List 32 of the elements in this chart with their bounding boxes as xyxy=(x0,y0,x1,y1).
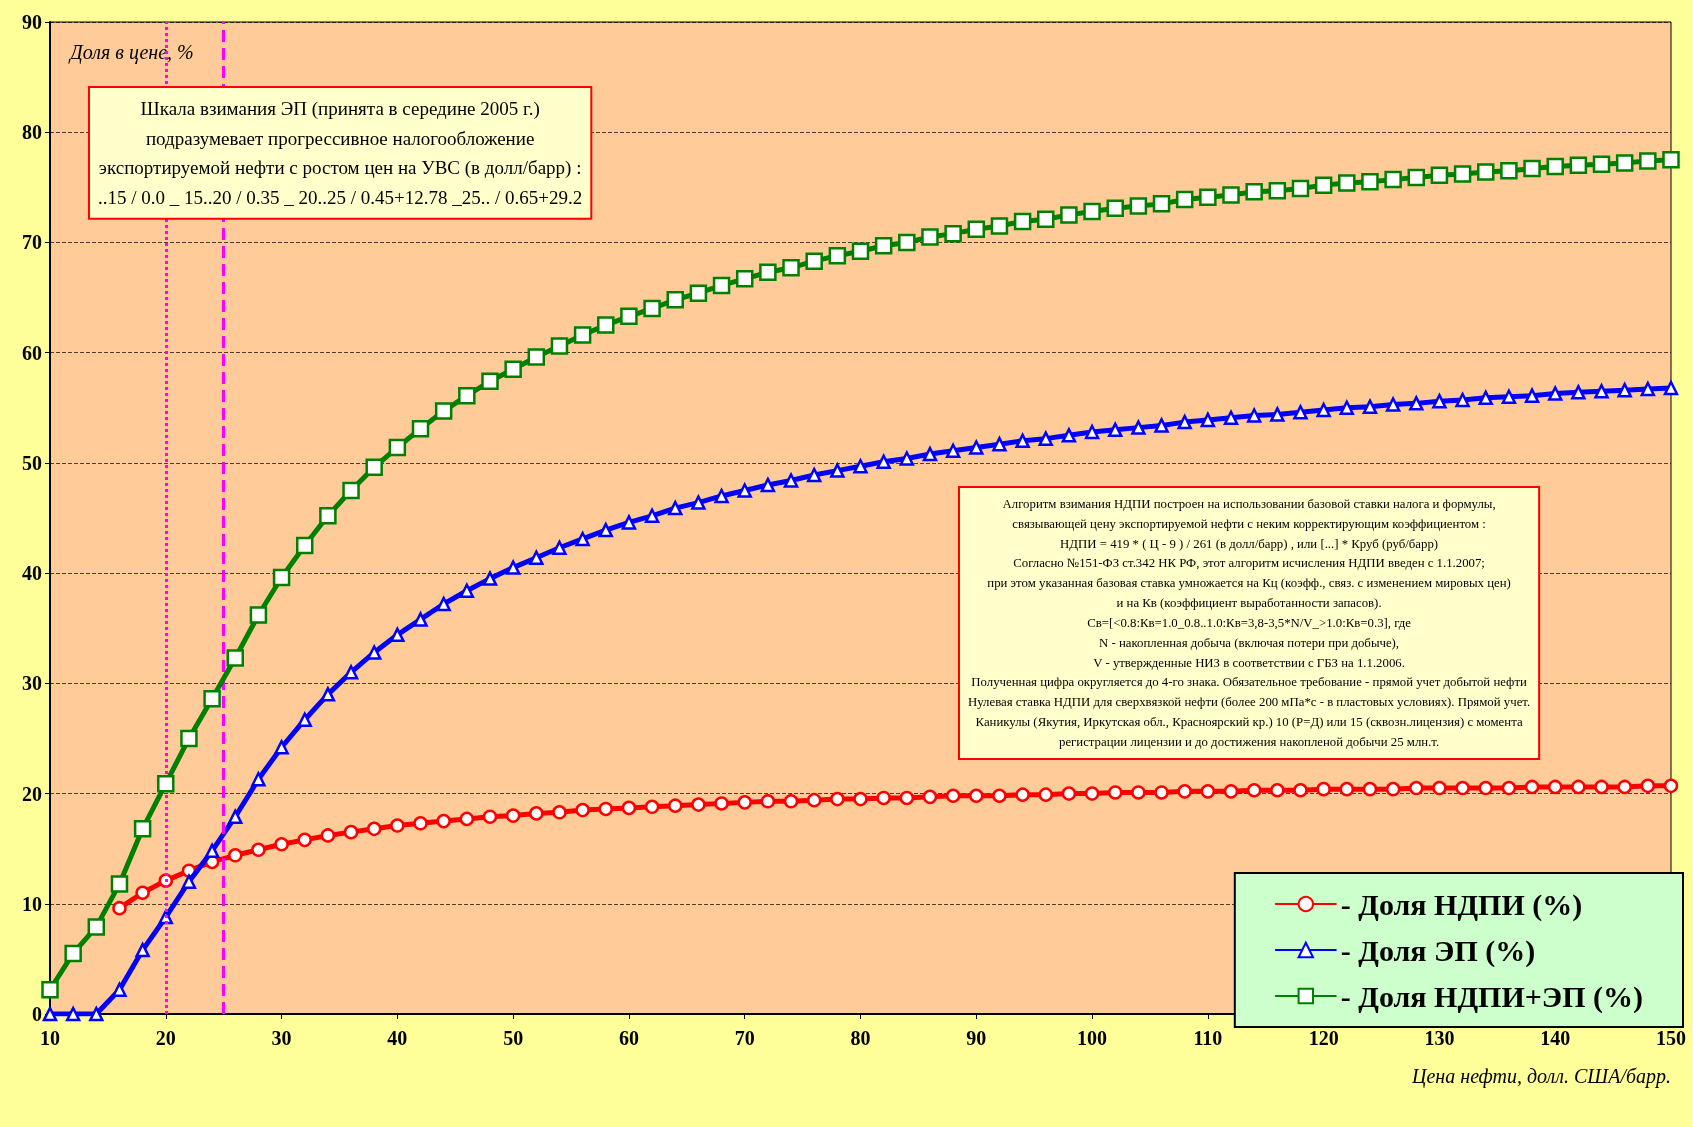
x-tick-label: 130 xyxy=(1424,1027,1455,1049)
x-tick-label: 140 xyxy=(1540,1027,1571,1049)
x-tick-label: 40 xyxy=(387,1027,408,1049)
x-tick-label: 80 xyxy=(850,1027,871,1049)
y-tick-label: 60 xyxy=(22,341,42,364)
annotation: Шкала взимания ЭП (принята в середине 2005 г.) подразумевает прогрессивное налогообложение экспортируемой нефти с ростом цен на УВС (в долл/барр) : ..15 / 0.0 _ 15..20 / 0.35 _ 20..25 / 0.45+12.78 _25.. / 0.65+29.2 xyxy=(98,98,583,208)
y-tick-label: 40 xyxy=(22,562,42,585)
x-tick-label: 150 xyxy=(1656,1027,1686,1049)
y-tick-label: 70 xyxy=(22,231,42,254)
y-tick-label: 10 xyxy=(22,892,42,915)
x-tick-label: 10 xyxy=(40,1027,60,1049)
x-tick-label: 20 xyxy=(155,1027,176,1049)
y-axis-title: Доля в цене, % xyxy=(68,41,194,64)
y-tick-label: 90 xyxy=(22,11,42,33)
x-axis-title: Цена нефти, долл. США/барр. xyxy=(1410,1065,1671,1088)
x-tick-label: 50 xyxy=(503,1027,524,1049)
text: Алгоритм взимания НДПИ построен на использовании базовой ставки налога и формулы, связывающей цену экспортируемой нефти с неким корректирующим коэффициентом : НДПИ = 419 * ( Ц - 9 ) / 261 (в долл/барр) , или [...] * Круб (руб/барр) Согласно №151-ФЗ ст.342 НК РФ, этот алгоритм исчисления НДПИ введен с 1.1.2007; при этом указанная базовая ставка умножается на Кц (коэфф., связ. с изменением мировых цен) и на Кв (коэффициент выработанности запасов). Св=[<0.8:Кв=1.0_0.8..1.0:Кв=3,8-3,5*N/V_>1.0:Кв=0.3], где N - накопленная добыча (включая потери при добыче), V - утвержденные НИЗ в соответствии с ГБЗ на 1.1.2006. Полученная цифра округляется до 4-го знака. Обязательное требование - прямой учет добытой нефти Нулевая ставка НДПИ для сверхвязкой нефти (более 200 мПа*с - в пластовых условиях). Прямой учет. Каникулы (Якутия, Иркутская обл., Красноярский кр.) 10 (Р=Д) или 15 (сквозн.лицензия) с момента регистрации лицензии и до достижения накопленой добычи 25 млн.т. xyxy=(967,496,1531,749)
legend-label: - Доля ЭП (%) xyxy=(1340,933,1536,968)
x-tick-label: 60 xyxy=(618,1027,639,1049)
y-tick-label: 0 xyxy=(32,1003,42,1025)
y-tick-label: 30 xyxy=(22,672,42,695)
y-tick-label: 80 xyxy=(22,121,42,144)
legend-label: - Доля НДПИ+ЭП (%) xyxy=(1340,979,1644,1014)
x-tick-label: 100 xyxy=(1077,1027,1108,1049)
x-tick-label: 120 xyxy=(1308,1027,1339,1049)
legend-label: - Доля НДПИ (%) xyxy=(1340,887,1583,922)
x-tick-label: 30 xyxy=(271,1027,292,1049)
x-tick-label: 110 xyxy=(1193,1027,1223,1049)
y-tick-label: 50 xyxy=(22,451,42,474)
x-tick-label: 70 xyxy=(734,1027,755,1049)
y-tick-label: 20 xyxy=(22,782,42,805)
x-tick-label: 90 xyxy=(966,1027,987,1049)
